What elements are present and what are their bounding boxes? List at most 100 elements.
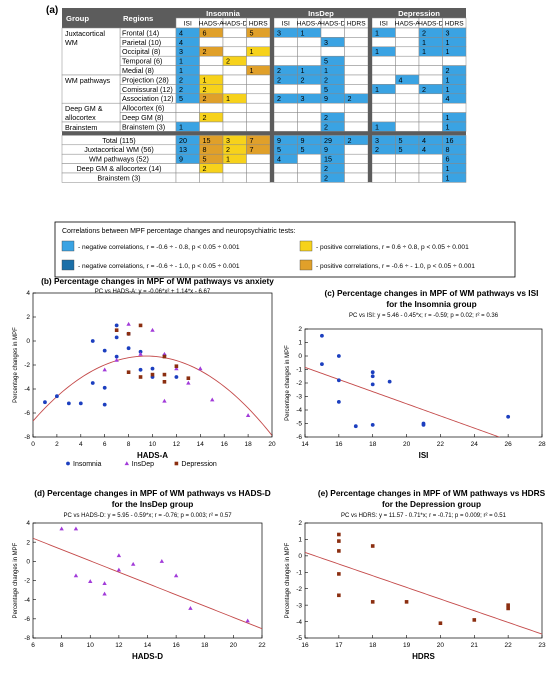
- table-cell: [246, 84, 271, 95]
- table-cell-value: 1: [446, 85, 450, 94]
- table-total-value: 2: [226, 145, 230, 154]
- table-cell: [344, 84, 369, 95]
- table-subheader-label: ISI: [184, 21, 192, 28]
- y-tick-label: 2: [26, 539, 30, 546]
- plot-frame: [304, 522, 543, 639]
- x-tick-label: 22: [437, 441, 445, 448]
- y-tick-label: -2: [24, 578, 30, 585]
- table-cell-value: 1: [324, 66, 328, 75]
- table-cell-value: 1: [301, 66, 305, 75]
- data-point: [337, 539, 341, 543]
- table-cell: [418, 102, 443, 113]
- table-total-label: Deep GM & allocortex (14): [76, 164, 161, 173]
- plot-area: [33, 526, 262, 630]
- table-cell: [320, 27, 345, 38]
- table-total-value: 15: [203, 136, 211, 145]
- table-cell: [395, 112, 420, 123]
- table-cell-value: 1: [446, 75, 450, 84]
- table-total-cell: [344, 163, 369, 174]
- table-cell-value: 2: [324, 113, 328, 122]
- table-cell: [344, 27, 369, 38]
- x-tick-label: 12: [115, 642, 123, 649]
- table-cell-value: 1: [375, 85, 379, 94]
- data-point: [114, 323, 119, 328]
- data-point: [210, 397, 215, 402]
- table-subheader-label: HADS-D: [418, 21, 444, 28]
- table-total-cell: [395, 153, 420, 164]
- table-cell: [371, 37, 396, 48]
- data-point: [66, 401, 71, 406]
- table-total-cell: [222, 163, 247, 174]
- figure-label-a: (a): [46, 5, 58, 16]
- table-total-cell: [273, 163, 298, 174]
- table-cell-value: 9: [324, 94, 328, 103]
- table-total-cell: [273, 172, 298, 183]
- table-cell: [395, 27, 420, 38]
- x-axis-label: HADS-D: [132, 652, 163, 661]
- table-cell: [273, 112, 298, 123]
- table-cell: [222, 102, 247, 113]
- chart-title: (d) Percentage changes in MPF of WM path…: [34, 488, 271, 498]
- x-tick-label: 20: [437, 642, 445, 649]
- table-cell: [371, 102, 396, 113]
- table-total-value: 9: [324, 145, 328, 154]
- chart-title-line2: for the InsDep group: [112, 499, 194, 509]
- plot-area: [33, 321, 272, 436]
- table-total-cell: [297, 172, 322, 183]
- data-point: [73, 526, 79, 531]
- table-total-cell: [246, 153, 271, 164]
- legend-swatch: [299, 240, 313, 252]
- y-axis-label: Percentage changes in MPF: [13, 542, 19, 618]
- data-point: [370, 374, 375, 379]
- table-cell-value: 1: [250, 66, 254, 75]
- table-cell-value: 1: [250, 47, 254, 56]
- table-group-label: WM pathways: [65, 76, 111, 85]
- table-total-value: 9: [301, 136, 305, 145]
- data-point: [188, 605, 193, 610]
- table-total-cell: [175, 163, 200, 174]
- data-point: [126, 370, 131, 374]
- table-cell: [442, 102, 467, 113]
- data-point: [102, 367, 107, 372]
- x-tick-label: 8: [127, 441, 131, 448]
- table-total-value: 20: [179, 136, 187, 145]
- y-tick-label: 4: [26, 290, 30, 297]
- table-cell: [320, 46, 345, 57]
- x-tick-label: 23: [538, 642, 546, 649]
- x-tick-label: 18: [201, 642, 209, 649]
- legend-title: Correlations between MPF percentage chan…: [62, 228, 296, 235]
- table-cell-value: 2: [446, 66, 450, 75]
- chart-title: (b) Percentage changes in MPF of WM path…: [41, 276, 274, 286]
- y-tick-label: -6: [24, 616, 30, 623]
- chart-3: (d) Percentage changes in MPF of WM path…: [13, 488, 271, 661]
- data-point: [198, 366, 203, 371]
- table-cell-value: 1: [179, 122, 183, 131]
- x-tick-label: 18: [369, 441, 377, 448]
- table-cell: [273, 55, 298, 66]
- table-cell: [199, 65, 224, 76]
- data-point: [337, 593, 341, 598]
- data-point: [130, 561, 136, 566]
- chart-title: (e) Percentage changes in MPF of WM path…: [318, 488, 546, 498]
- y-tick-label: 1: [298, 340, 302, 347]
- data-point: [506, 603, 510, 607]
- table-cell-value: 4: [446, 94, 450, 103]
- x-tick-label: 4: [79, 441, 83, 448]
- table-cell-value: 1: [179, 57, 183, 66]
- x-tick-label: 16: [221, 441, 229, 448]
- fit-line: [305, 366, 501, 437]
- table-cell: [418, 112, 443, 123]
- table-cell: [273, 37, 298, 48]
- table-total-cell: [199, 172, 224, 183]
- data-point: [337, 572, 341, 576]
- table-total-value: 5: [399, 145, 403, 154]
- data-point: [138, 323, 143, 328]
- table-total-label: Brainstem (3): [97, 173, 140, 182]
- x-tick-label: 24: [471, 441, 479, 448]
- table-cell: [246, 112, 271, 123]
- x-tick-label: 22: [505, 642, 513, 649]
- x-axis-label: HDRS: [412, 652, 435, 661]
- table-cell-value: 2: [203, 47, 207, 56]
- plot-frame: [32, 292, 273, 438]
- x-tick-label: 19: [403, 642, 411, 649]
